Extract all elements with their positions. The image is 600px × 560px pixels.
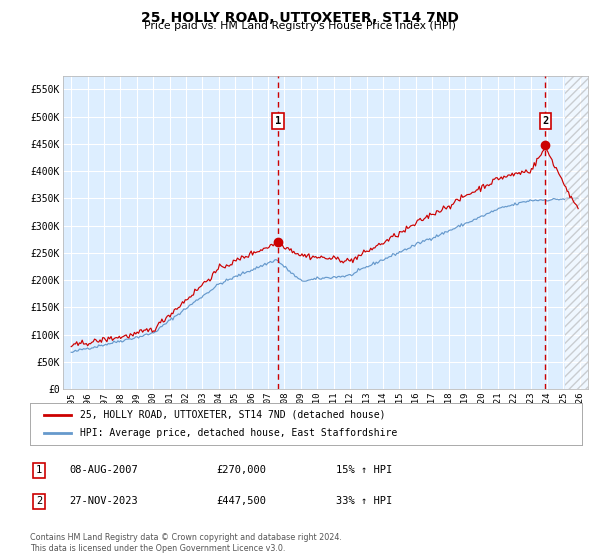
Text: Contains HM Land Registry data © Crown copyright and database right 2024.
This d: Contains HM Land Registry data © Crown c…	[30, 533, 342, 553]
Text: 33% ↑ HPI: 33% ↑ HPI	[336, 496, 392, 506]
Text: 25, HOLLY ROAD, UTTOXETER, ST14 7ND: 25, HOLLY ROAD, UTTOXETER, ST14 7ND	[141, 11, 459, 25]
Text: 2: 2	[542, 116, 548, 126]
Text: 1: 1	[36, 465, 42, 475]
Text: 27-NOV-2023: 27-NOV-2023	[69, 496, 138, 506]
Text: HPI: Average price, detached house, East Staffordshire: HPI: Average price, detached house, East…	[80, 428, 397, 438]
Text: 08-AUG-2007: 08-AUG-2007	[69, 465, 138, 475]
Text: Price paid vs. HM Land Registry's House Price Index (HPI): Price paid vs. HM Land Registry's House …	[144, 21, 456, 31]
Text: 15% ↑ HPI: 15% ↑ HPI	[336, 465, 392, 475]
Text: 1: 1	[275, 116, 281, 126]
Text: £270,000: £270,000	[216, 465, 266, 475]
Text: 25, HOLLY ROAD, UTTOXETER, ST14 7ND (detached house): 25, HOLLY ROAD, UTTOXETER, ST14 7ND (det…	[80, 410, 385, 420]
Text: £447,500: £447,500	[216, 496, 266, 506]
Text: 2: 2	[36, 496, 42, 506]
Bar	[565, 76, 588, 389]
